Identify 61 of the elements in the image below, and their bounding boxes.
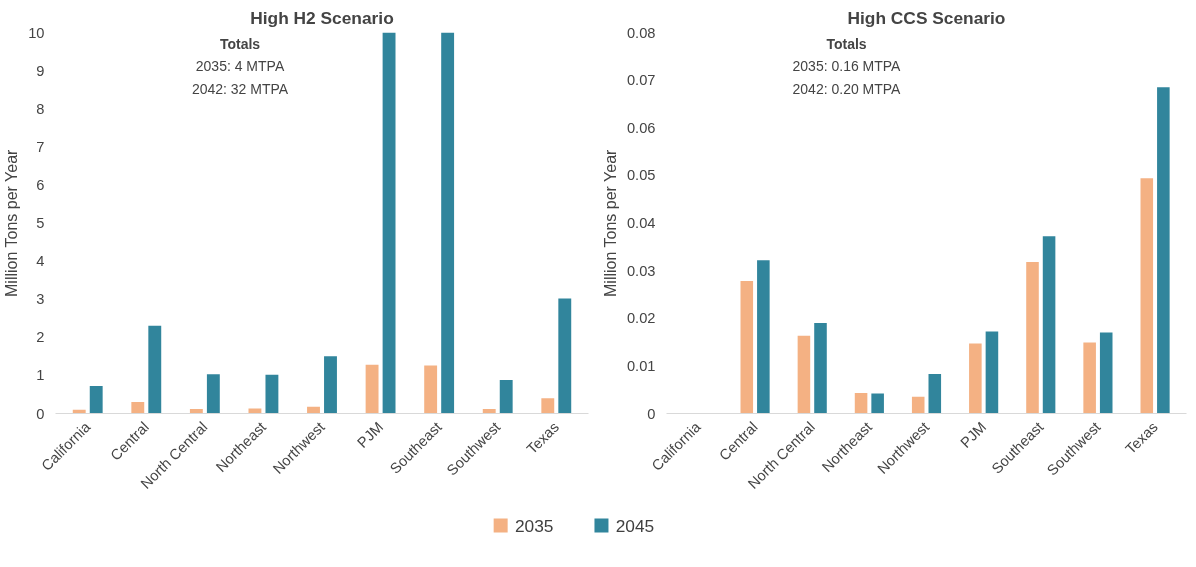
bar — [541, 398, 555, 414]
bar — [382, 32, 396, 414]
bar — [131, 402, 145, 414]
bar — [499, 379, 513, 414]
legend-label: 2045 — [615, 515, 655, 536]
y-tick-label: 0.08 — [626, 24, 656, 41]
bar — [797, 335, 811, 414]
y-tick-label: 8 — [36, 100, 45, 117]
bar — [1099, 332, 1113, 414]
bar — [1157, 87, 1170, 414]
y-tick-label: 5 — [36, 215, 45, 231]
annotation: Totals — [219, 35, 261, 52]
y-tick-label: 0.02 — [626, 310, 656, 327]
bar — [1083, 342, 1096, 414]
y-tick-label: 0 — [36, 405, 45, 422]
annotation: Totals — [826, 35, 867, 52]
y-tick-label: 0.03 — [626, 262, 656, 279]
bar — [1140, 178, 1154, 414]
y-axis-title: Million Tons per Year — [601, 148, 619, 297]
y-tick-label: 0.01 — [626, 357, 656, 374]
chart-title: High H2 Scenario — [250, 7, 394, 28]
bar — [424, 365, 438, 414]
y-tick-label: 1 — [36, 367, 45, 384]
chart-title: High CCS Scenario — [847, 7, 1006, 28]
annotation: 2042: 32 MTPA — [191, 81, 289, 98]
bar — [1026, 262, 1039, 414]
y-tick-label: 2 — [36, 329, 45, 346]
y-tick-label: 10 — [28, 24, 45, 41]
y-tick-label: 7 — [36, 138, 45, 155]
bar — [441, 32, 455, 414]
bar — [928, 373, 942, 414]
bar — [558, 298, 572, 414]
legend-label: 2035 — [514, 515, 554, 536]
bar — [148, 325, 162, 414]
bar — [265, 374, 279, 414]
bar — [324, 356, 337, 414]
y-tick-label: 6 — [36, 176, 45, 193]
y-tick-label: 0.04 — [626, 215, 656, 231]
bar — [757, 260, 770, 414]
annotation: 2042: 0.20 MTPA — [792, 81, 902, 98]
bar — [365, 364, 379, 414]
y-tick-label: 0.05 — [626, 167, 656, 184]
bar — [206, 374, 220, 414]
bar — [871, 393, 884, 414]
bar — [985, 331, 999, 414]
bar — [854, 393, 868, 414]
annotation: 2035: 4 MTPA — [195, 58, 285, 75]
bar — [969, 343, 982, 414]
y-tick-label: 4 — [36, 253, 45, 270]
bar — [1042, 236, 1056, 414]
annotation: 2035: 0.16 MTPA — [792, 58, 902, 75]
bar — [911, 396, 925, 414]
y-axis-title: Million Tons per Year — [3, 148, 21, 297]
y-tick-label: 0.07 — [626, 72, 656, 89]
y-tick-label: 0.06 — [626, 119, 656, 136]
bar — [740, 281, 754, 414]
bar — [814, 323, 827, 414]
y-tick-label: 9 — [36, 62, 45, 79]
y-tick-label: 0 — [647, 405, 656, 422]
y-tick-label: 3 — [36, 291, 45, 308]
bar — [89, 386, 103, 414]
